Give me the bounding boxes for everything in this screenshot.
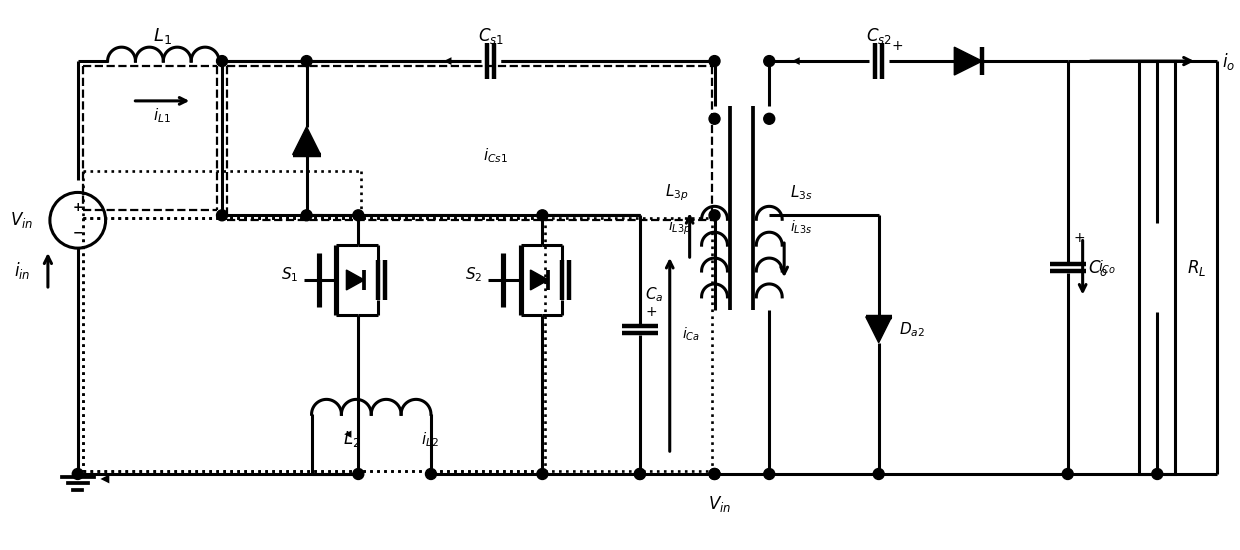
Circle shape	[709, 210, 720, 221]
Circle shape	[425, 469, 436, 480]
Text: $L_1$: $L_1$	[153, 26, 172, 46]
Circle shape	[764, 113, 775, 124]
Polygon shape	[293, 126, 320, 155]
Polygon shape	[955, 47, 982, 75]
Circle shape	[301, 56, 312, 67]
Text: $C_a$: $C_a$	[645, 285, 663, 304]
Text: $i_o$: $i_o$	[1221, 51, 1235, 72]
Text: $+$: $+$	[890, 39, 903, 53]
Text: $i_{Co}$: $i_{Co}$	[1097, 259, 1116, 276]
Circle shape	[301, 210, 312, 221]
Circle shape	[873, 469, 884, 480]
Text: $V_{in}$: $V_{in}$	[708, 494, 732, 514]
Text: $V_{in}$: $V_{in}$	[10, 210, 33, 230]
Text: $i_{Cs1}$: $i_{Cs1}$	[484, 146, 508, 165]
Bar	[1140, 61, 1176, 474]
Text: +: +	[72, 201, 83, 214]
Text: $D_{a2}$: $D_{a2}$	[899, 320, 925, 339]
Circle shape	[709, 56, 720, 67]
Text: $S_2$: $S_2$	[465, 266, 482, 284]
Text: $C_{s2}$: $C_{s2}$	[866, 26, 892, 46]
Circle shape	[635, 469, 645, 480]
Polygon shape	[866, 317, 892, 343]
Text: $C_{s1}$: $C_{s1}$	[477, 26, 503, 46]
Polygon shape	[531, 270, 548, 290]
Text: $i_{L1}$: $i_{L1}$	[154, 107, 171, 125]
Text: $C_o$: $C_o$	[1087, 257, 1107, 278]
Circle shape	[353, 469, 363, 480]
Circle shape	[709, 469, 720, 480]
Circle shape	[217, 56, 227, 67]
Circle shape	[537, 210, 548, 221]
Circle shape	[72, 469, 83, 480]
Circle shape	[635, 469, 645, 480]
Circle shape	[1152, 469, 1163, 480]
Circle shape	[353, 210, 363, 221]
Circle shape	[764, 469, 775, 480]
Text: $S_1$: $S_1$	[281, 266, 299, 284]
Text: $i_{L3s}$: $i_{L3s}$	[790, 219, 812, 236]
Text: $+$: $+$	[645, 305, 657, 319]
Text: $+$: $+$	[1073, 230, 1085, 245]
Circle shape	[764, 56, 775, 67]
Polygon shape	[346, 270, 365, 290]
Text: $i_{L3p}$: $i_{L3p}$	[668, 218, 691, 238]
Text: $i_{L2}$: $i_{L2}$	[422, 430, 439, 448]
Circle shape	[709, 469, 720, 480]
Circle shape	[217, 210, 227, 221]
Text: −: −	[72, 227, 83, 240]
Text: $L_{3p}$: $L_{3p}$	[665, 183, 688, 203]
Text: $i_{Ca}$: $i_{Ca}$	[682, 326, 699, 343]
Circle shape	[1063, 469, 1073, 480]
Circle shape	[537, 469, 548, 480]
Text: $R_L$: $R_L$	[1187, 257, 1207, 278]
Text: $L_2$: $L_2$	[342, 429, 360, 449]
Text: $i_{in}$: $i_{in}$	[14, 260, 30, 280]
Text: $L_{3s}$: $L_{3s}$	[790, 184, 812, 202]
Circle shape	[709, 113, 720, 124]
